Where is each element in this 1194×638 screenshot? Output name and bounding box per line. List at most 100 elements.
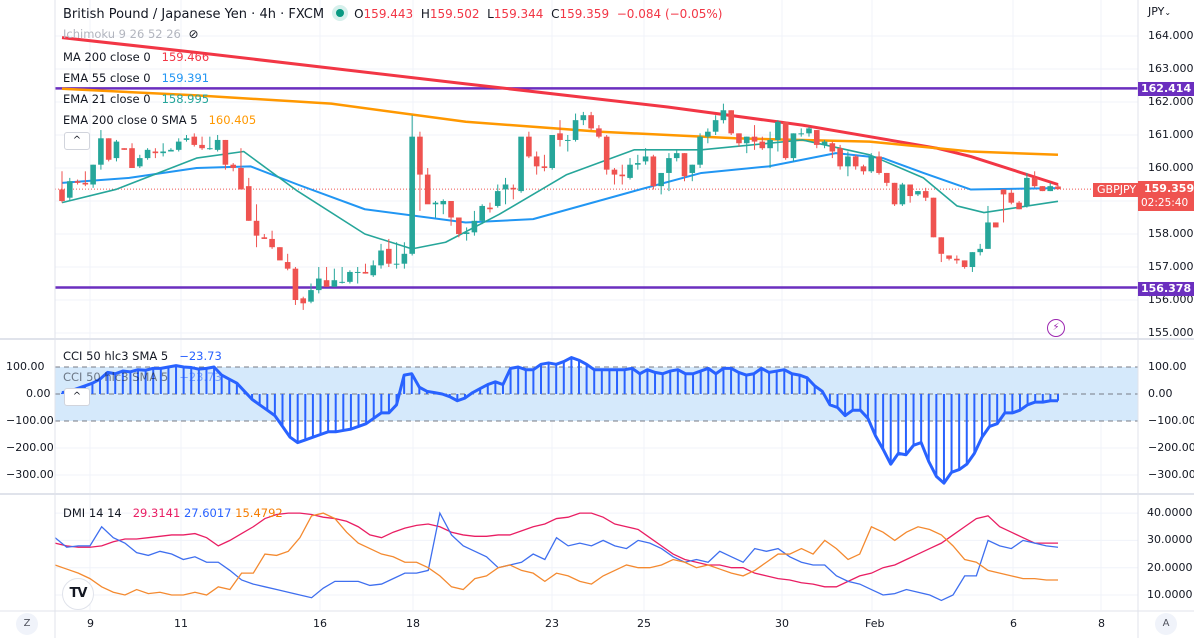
candle-body <box>642 156 649 162</box>
candle-body <box>697 136 703 165</box>
candle <box>922 187 929 201</box>
symbol-title[interactable]: British Pound / Japanese Yen · 4h · FXCM <box>63 7 325 22</box>
candle <box>759 136 766 150</box>
candle-body <box>199 144 205 149</box>
candle <box>424 168 431 205</box>
minus-di-value: 27.6017 <box>183 506 232 520</box>
legend-ichimoku[interactable]: Ichimoku 9 26 52 26 ⊘ <box>63 27 199 41</box>
candle-body <box>650 156 657 187</box>
candle <box>494 184 501 208</box>
candle-body <box>487 207 493 210</box>
ohlc-readout: O159.443 H159.502 L159.344 C159.359 −0.0… <box>354 7 723 21</box>
candle <box>564 135 571 152</box>
candle <box>736 133 742 147</box>
candle-body <box>588 115 594 129</box>
candle <box>658 172 664 195</box>
candle-body <box>222 139 229 165</box>
cci-tick-label: −300.00 <box>1148 468 1194 481</box>
candle-body <box>884 172 890 183</box>
candle <box>635 154 641 170</box>
candle-body <box>74 181 81 183</box>
candle-body <box>572 120 579 140</box>
candle-body <box>619 174 626 177</box>
cci-tick-label: 100.00 <box>1148 360 1187 373</box>
candle-body <box>238 168 244 190</box>
tradingview-logo[interactable]: TV <box>62 578 94 610</box>
candle-body <box>868 156 875 172</box>
candle-body <box>790 133 797 159</box>
cci-tick-label-left: −300.00 <box>6 468 54 481</box>
collapse-legend-button[interactable]: ^ <box>64 132 90 150</box>
candle <box>502 177 509 205</box>
time-tick-label: 25 <box>637 617 651 630</box>
candle <box>284 253 291 271</box>
time-tick-label: 6 <box>1010 617 1017 630</box>
candle <box>105 138 112 162</box>
candle-body <box>152 151 159 154</box>
candle-body <box>463 232 470 234</box>
candle-body <box>969 252 976 267</box>
candle <box>829 141 836 159</box>
bar-countdown: 02:25:40 <box>1141 197 1189 209</box>
candlesticks[interactable] <box>59 103 1061 310</box>
candle-body <box>689 164 696 173</box>
collapse-cci-legend-button[interactable]: ^ <box>64 388 90 406</box>
candle-body <box>378 250 384 266</box>
candle-body <box>541 166 548 168</box>
candle-body <box>992 222 999 228</box>
legend-ema200[interactable]: EMA 200 close 0 SMA 5 160.405 <box>63 113 257 127</box>
candle-body <box>401 253 408 264</box>
candle-body <box>308 290 314 302</box>
legend-cci[interactable]: CCI 50 hlc3 SMA 5 −23.73 <box>63 349 222 363</box>
candle-body <box>175 141 182 150</box>
candle <box>619 164 626 185</box>
cci-band <box>55 366 1138 422</box>
zoom-button[interactable]: Z <box>16 613 38 635</box>
candle-body <box>899 184 906 205</box>
candle-body <box>300 298 307 304</box>
legend-ema21[interactable]: EMA 21 close 0 158.995 <box>63 92 210 106</box>
candle <box>728 110 734 135</box>
adx-value: 15.4792 <box>235 506 283 520</box>
candle-body <box>440 201 447 205</box>
candle-body <box>728 110 734 134</box>
candle <box>845 151 851 177</box>
candle <box>1024 172 1030 208</box>
chevron-up-icon: ^ <box>72 135 82 146</box>
price-tick-label: 162.000 <box>1148 95 1194 108</box>
price-tick-label: 164.000 <box>1148 29 1194 42</box>
candle <box>253 204 260 248</box>
dmi-tick-label: 40.0000 <box>1147 506 1193 520</box>
currency-selector[interactable]: JPY⌄ <box>1148 5 1172 18</box>
candle <box>603 135 610 175</box>
lightning-icon[interactable]: ⚡︎ <box>1047 319 1065 337</box>
candle-body <box>90 164 96 185</box>
candle <box>144 148 151 160</box>
candle <box>378 243 384 269</box>
candle-body <box>386 248 392 264</box>
candle-body <box>432 202 439 205</box>
candle <box>930 197 937 238</box>
cci-line <box>61 356 1058 485</box>
candle <box>985 205 991 249</box>
candle-body <box>961 260 968 267</box>
candle <box>821 139 828 149</box>
legend-dmi[interactable]: DMI 14 14 29.3141 27.6017 15.4792 <box>63 506 283 520</box>
candle-body <box>813 130 820 145</box>
legend-ema55[interactable]: EMA 55 close 0 159.391 <box>63 71 210 85</box>
candle-body <box>502 184 509 190</box>
eye-crossed-icon[interactable]: ⊘ <box>188 27 199 41</box>
candle-body <box>82 182 89 185</box>
legend-ma200[interactable]: MA 200 close 0 159.466 <box>63 50 210 64</box>
candle-body <box>393 263 400 265</box>
auto-scale-button[interactable]: A <box>1155 613 1177 635</box>
candle <box>1055 184 1061 190</box>
candle-body <box>284 262 291 269</box>
candle <box>245 177 252 221</box>
candle-body <box>938 237 945 254</box>
candle-body <box>782 121 789 159</box>
candle <box>331 268 338 287</box>
candle-body <box>292 268 299 300</box>
support-price-tag: 156.378 <box>1138 282 1194 296</box>
